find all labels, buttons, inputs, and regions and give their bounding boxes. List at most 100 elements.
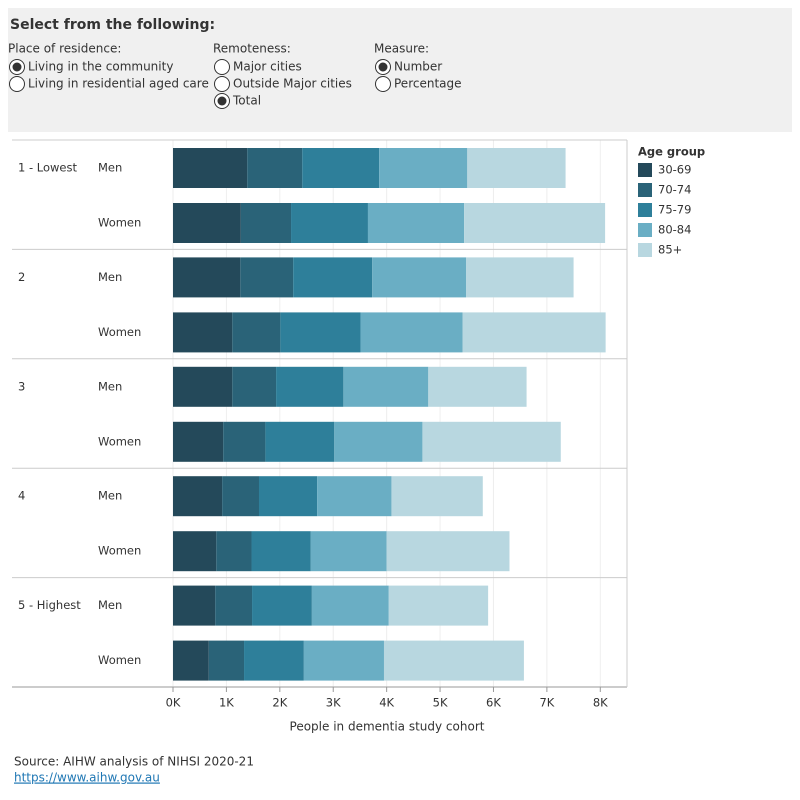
bar-segment	[466, 257, 574, 298]
radio-dot	[378, 62, 388, 72]
bar-segment	[276, 366, 344, 407]
x-tick-label: 5K	[433, 696, 448, 710]
category-label: Women	[98, 544, 141, 558]
bar-segment	[244, 640, 304, 681]
bar-segment	[280, 312, 361, 353]
source-link[interactable]: https://www.aihw.gov.au	[14, 771, 160, 785]
legend-swatch	[638, 183, 652, 197]
group-label: 1 - Lowest	[18, 161, 77, 175]
radio-label[interactable]: Living in the community	[28, 60, 173, 74]
bar-segment	[367, 203, 465, 243]
filter-label: Measure:	[374, 42, 429, 56]
legend-swatch	[638, 203, 652, 217]
radio[interactable]	[9, 76, 25, 92]
x-tick-label: 7K	[539, 696, 554, 710]
legend-swatch	[638, 243, 652, 257]
x-tick-label: 8K	[593, 696, 608, 710]
bar-segment	[252, 585, 312, 626]
source-text: Source: AIHW analysis of NIHSI 2020-21	[14, 755, 254, 769]
radio-label[interactable]: Major cities	[233, 60, 302, 74]
radio[interactable]	[214, 59, 230, 75]
bar-segment	[265, 421, 335, 462]
bar-segment	[173, 203, 241, 243]
radio-label[interactable]: Total	[232, 94, 261, 108]
radio-label[interactable]: Living in residential aged care	[28, 77, 209, 91]
bar-segment	[173, 257, 241, 298]
category-label: Women	[98, 216, 141, 230]
bar-segment	[215, 585, 253, 626]
bar-segment	[291, 203, 368, 243]
x-tick-label: 1K	[219, 696, 234, 710]
bar-segment	[251, 531, 311, 572]
group-label: 4	[18, 489, 25, 503]
bar-segment	[317, 476, 392, 517]
bar-segment	[388, 585, 489, 626]
bar-segment	[464, 203, 606, 243]
category-label: Men	[98, 598, 122, 612]
category-label: Men	[98, 489, 122, 503]
radio-label[interactable]: Outside Major cities	[233, 77, 352, 91]
radio-label[interactable]: Percentage	[394, 77, 462, 91]
group-label: 3	[18, 379, 25, 393]
filter-label: Remoteness:	[213, 42, 291, 56]
legend-swatch	[638, 163, 652, 177]
bar-segment	[232, 312, 281, 353]
bar-segment	[173, 640, 209, 681]
bar-segment	[428, 366, 527, 407]
bar-segment	[343, 366, 429, 407]
legend-label: 80-84	[658, 223, 691, 237]
bar-segment	[216, 531, 252, 572]
bar-segment	[222, 476, 259, 517]
bar-segment	[208, 640, 245, 681]
radio-dot	[217, 96, 227, 106]
bar-segment	[310, 531, 387, 572]
bar-segment	[173, 585, 216, 626]
bar-segment	[383, 640, 524, 681]
bar-segment	[303, 640, 384, 681]
bar-segment	[386, 531, 510, 572]
group-label: 5 - Highest	[18, 598, 81, 612]
bar-segment	[379, 148, 468, 188]
bar-segment	[372, 257, 467, 298]
x-axis-title: People in dementia study cohort	[290, 720, 485, 734]
filter-title: Select from the following:	[10, 17, 215, 33]
bar-segment	[311, 585, 389, 626]
legend-label: 75-79	[658, 203, 691, 217]
group-label: 2	[18, 270, 25, 284]
bar-segment	[232, 366, 277, 407]
bar-segment	[360, 312, 463, 353]
radio[interactable]	[214, 76, 230, 92]
radio-label[interactable]: Number	[394, 60, 442, 74]
bar-segment	[462, 312, 606, 353]
category-label: Men	[98, 270, 122, 284]
x-tick-label: 6K	[486, 696, 501, 710]
bar-segment	[173, 476, 223, 517]
bar-segment	[173, 531, 217, 572]
bar-segment	[173, 421, 224, 462]
bar-segment	[223, 421, 266, 462]
category-label: Women	[98, 653, 141, 667]
radio-dot	[12, 62, 22, 72]
bar-segment	[173, 148, 248, 188]
filter-panel	[8, 8, 792, 132]
bar-segment	[293, 257, 373, 298]
x-tick-label: 2K	[272, 696, 287, 710]
bar-segment	[334, 421, 423, 462]
bar-segment	[422, 421, 561, 462]
x-tick-label: 0K	[166, 696, 181, 710]
bar-segment	[173, 312, 233, 353]
bar-segment	[258, 476, 318, 517]
bar-segment	[173, 366, 233, 407]
legend-title: Age group	[638, 145, 705, 159]
category-label: Men	[98, 161, 122, 175]
category-label: Women	[98, 434, 141, 448]
x-tick-label: 4K	[379, 696, 394, 710]
bar-segment	[302, 148, 380, 188]
bar-segment	[240, 257, 294, 298]
category-label: Men	[98, 379, 122, 393]
legend-label: 30-69	[658, 163, 691, 177]
radio[interactable]	[375, 76, 391, 92]
filter-label: Place of residence:	[8, 42, 121, 56]
bar-segment	[467, 148, 566, 188]
